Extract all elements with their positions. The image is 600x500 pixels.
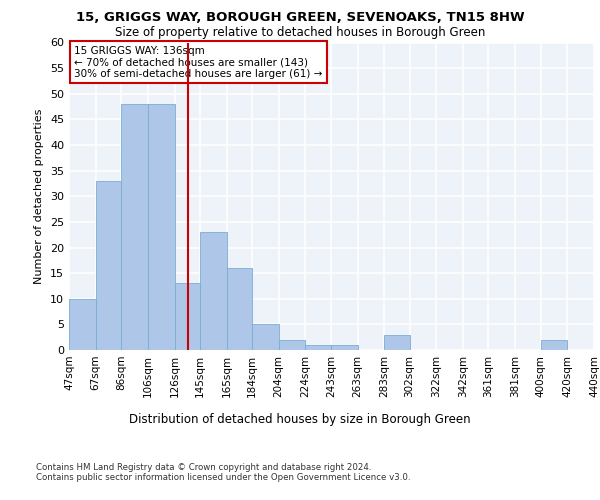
Bar — [200, 232, 227, 350]
Text: Contains HM Land Registry data © Crown copyright and database right 2024.: Contains HM Land Registry data © Crown c… — [36, 462, 371, 471]
Bar — [305, 345, 331, 350]
Bar — [148, 104, 175, 350]
Bar — [175, 284, 200, 350]
Text: Contains public sector information licensed under the Open Government Licence v3: Contains public sector information licen… — [36, 472, 410, 482]
Y-axis label: Number of detached properties: Number of detached properties — [34, 108, 44, 284]
Bar — [69, 298, 96, 350]
Bar — [121, 104, 148, 350]
Bar — [96, 181, 121, 350]
Text: Size of property relative to detached houses in Borough Green: Size of property relative to detached ho… — [115, 26, 485, 39]
Text: Distribution of detached houses by size in Borough Green: Distribution of detached houses by size … — [129, 412, 471, 426]
Bar — [252, 324, 279, 350]
Bar — [384, 334, 410, 350]
Bar — [279, 340, 305, 350]
Text: 15, GRIGGS WAY, BOROUGH GREEN, SEVENOAKS, TN15 8HW: 15, GRIGGS WAY, BOROUGH GREEN, SEVENOAKS… — [76, 11, 524, 24]
Bar — [331, 345, 358, 350]
Bar — [227, 268, 252, 350]
Bar — [541, 340, 567, 350]
Text: 15 GRIGGS WAY: 136sqm
← 70% of detached houses are smaller (143)
30% of semi-det: 15 GRIGGS WAY: 136sqm ← 70% of detached … — [74, 46, 323, 79]
